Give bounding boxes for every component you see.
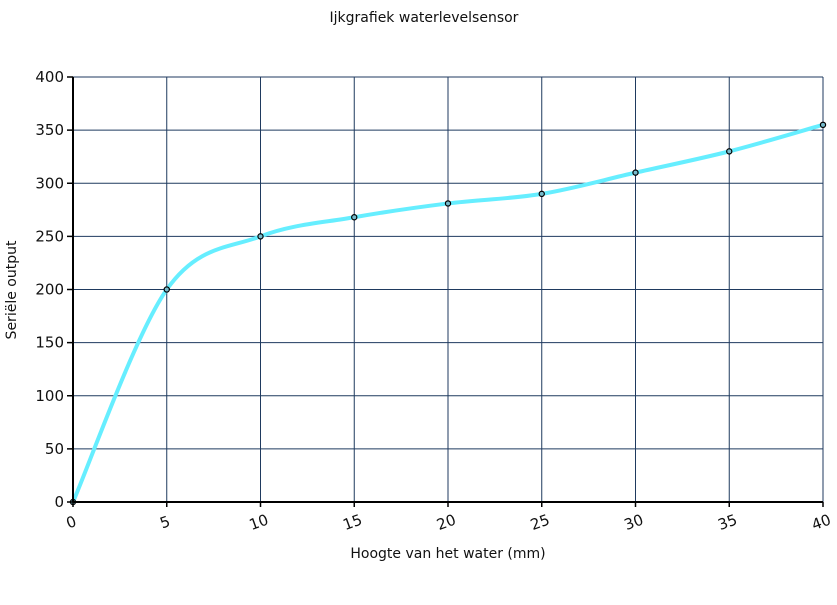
data-point — [351, 214, 358, 221]
x-tick-label: 20 — [434, 511, 458, 534]
data-point — [444, 200, 452, 207]
y-tick-label: 100 — [35, 387, 64, 405]
data-markers — [69, 121, 827, 506]
data-point — [163, 286, 170, 293]
y-tick-labels: 0 50 100 150 200 250 300 350 400 — [35, 68, 64, 511]
x-tick-label: 15 — [340, 511, 364, 534]
x-tick-label: 40 — [809, 511, 833, 534]
y-tick-label: 200 — [35, 281, 64, 299]
x-tick-label: 0 — [64, 512, 79, 532]
y-tick-label: 150 — [35, 334, 64, 352]
data-point — [257, 233, 264, 240]
x-axis-label: Hoogte van het water (mm) — [350, 546, 545, 562]
data-point — [819, 121, 827, 129]
x-tick-label: 30 — [622, 511, 646, 534]
x-tick-label: 25 — [528, 511, 552, 534]
y-tick-label: 300 — [35, 174, 64, 192]
y-tick-label: 50 — [45, 440, 64, 458]
x-tick-label: 10 — [247, 511, 271, 534]
data-point — [538, 190, 545, 198]
grid — [73, 76, 824, 502]
chart-title: Ijkgrafiek waterlevelsensor — [330, 10, 519, 26]
y-tick-label: 400 — [35, 68, 64, 86]
axes — [67, 76, 824, 507]
data-point — [632, 169, 639, 176]
x-tick-labels: 0 5 10 15 20 25 30 35 40 — [64, 511, 834, 534]
x-tick-label: 5 — [157, 512, 172, 532]
y-tick-label: 350 — [35, 121, 64, 139]
y-tick-label: 0 — [54, 493, 64, 511]
x-tick-label: 35 — [715, 511, 739, 534]
y-axis-label: Seriële output — [4, 240, 20, 339]
y-tick-label: 250 — [35, 227, 64, 245]
data-point — [726, 148, 733, 155]
